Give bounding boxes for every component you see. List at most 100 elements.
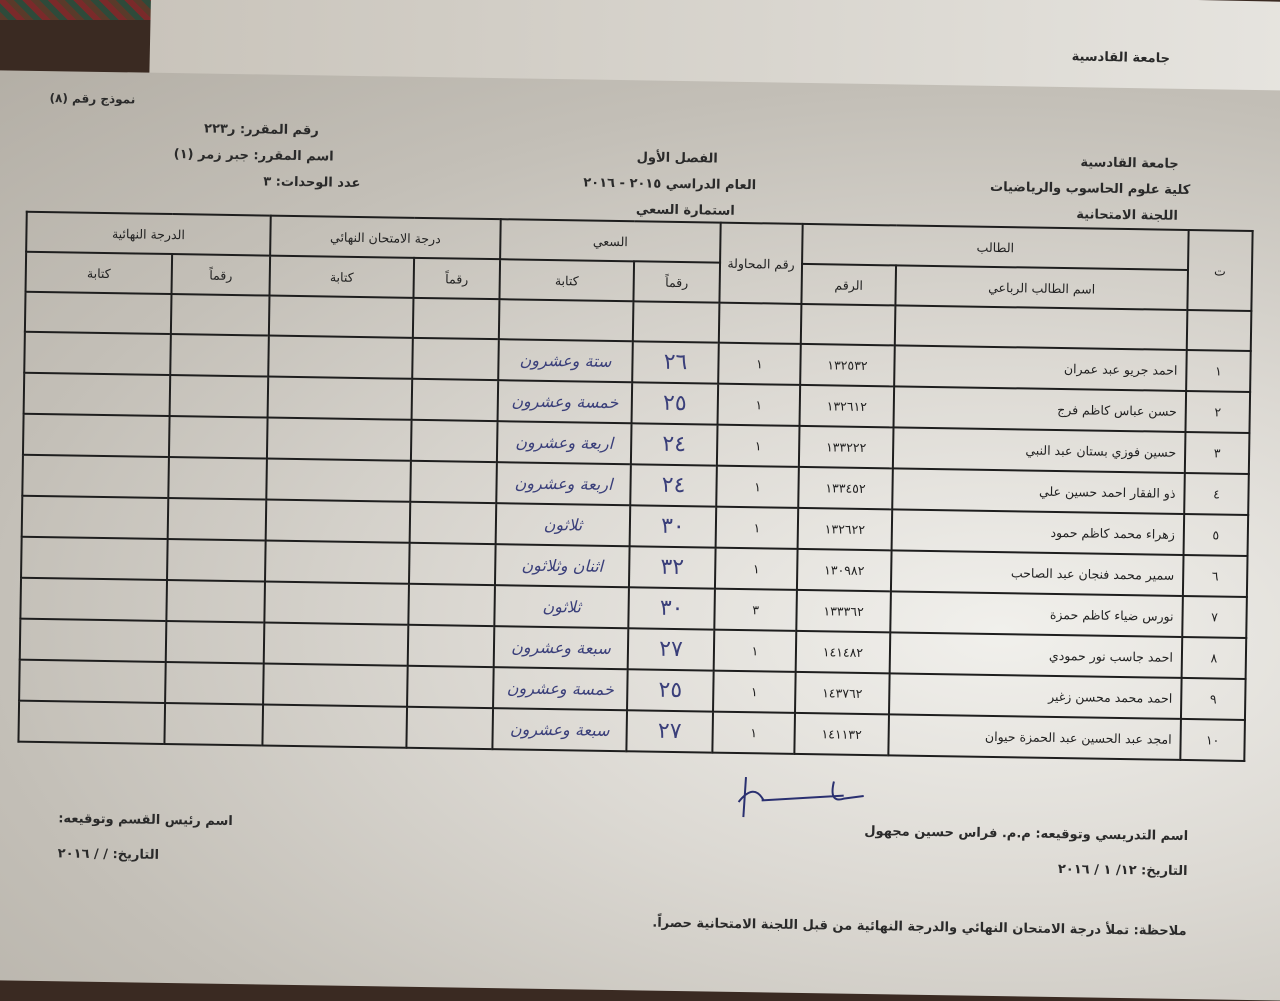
coursework-digits: ٢٦ [632, 341, 719, 384]
semester: الفصل الأول [636, 150, 718, 167]
exam-words [268, 335, 413, 379]
exam-digits [410, 419, 498, 463]
row-seq: ٥ [1183, 513, 1249, 556]
instructor-name: اسم التدريسي وتوقيعه: م.م. فراس حسين مجه… [864, 823, 1189, 845]
committee-name: اللجنة الامتحانية [1076, 207, 1178, 224]
coursework-form: نموذج رقم (٨) رقم المقرر: ر٢٢٣ اسم المقر… [0, 70, 1280, 1001]
final-digits [165, 620, 265, 664]
back-sheet-university: جامعة القادسية [1071, 49, 1171, 67]
row-seq: ٩ [1180, 677, 1246, 720]
student-name: ذو الفقار احمد حسين علي [892, 468, 1185, 514]
final-words [20, 577, 168, 621]
coursework-digits: ٢٥ [631, 382, 719, 425]
final-digits [168, 457, 267, 500]
coursework-digits: ٢٥ [627, 669, 714, 712]
coursework-words: خمسة وعشرون [497, 380, 633, 424]
exam-words [266, 417, 412, 461]
final-words [19, 618, 167, 662]
coursework-words: اربعة وعشرون [496, 421, 632, 465]
row-seq: ٦ [1182, 554, 1248, 597]
form-number: نموذج رقم (٨) [49, 91, 136, 107]
col-full-name: اسم الطالب الرباعي [895, 265, 1189, 310]
academic-year: العام الدراسي ٢٠١٥ - ٢٠١٦ [583, 175, 757, 194]
student-id: ١٣٣٣٦٢ [796, 589, 891, 633]
col-seq: ت [1187, 230, 1253, 311]
form-title: استمارة السعي [635, 202, 735, 219]
attempt-number: ١ [714, 547, 798, 590]
attempt-number: ٣ [714, 588, 797, 631]
final-digits [167, 498, 267, 541]
student-id: ١٣٢٥٣٢ [800, 343, 895, 387]
attempt-number: ١ [713, 629, 797, 672]
exam-words [263, 622, 409, 666]
student-id: ١٤١١٣٢ [794, 712, 889, 756]
coursework-words: خمسة وعشرون [493, 667, 628, 711]
student-id: ١٣٢٦٢٢ [797, 507, 893, 551]
course-number: رقم المقرر: ر٢٢٣ [203, 121, 319, 139]
exam-digits [406, 706, 494, 750]
exam-words [265, 499, 411, 543]
final-digits [166, 580, 266, 623]
coursework-digits: ٣٠ [629, 505, 717, 548]
exam-digits [412, 337, 499, 381]
exam-words [262, 704, 408, 748]
student-name: احمد جاسب نور حمودي [889, 632, 1183, 678]
course-name: اسم المقرر: جبر زمر (١) [173, 147, 334, 165]
student-name: حسن عباس كاظم فرج [893, 386, 1187, 432]
exam-digits [410, 460, 497, 504]
student-id: ١٤١٤٨٢ [795, 630, 891, 674]
final-words [21, 495, 169, 540]
coursework-digits: ٢٤ [630, 423, 718, 466]
coursework-words: ثلاثون [494, 585, 629, 629]
coursework-words: ثلاثون [495, 503, 631, 547]
exam-digits [407, 665, 494, 709]
student-id: ١٣٣٢٢٢ [798, 425, 894, 469]
student-name: سمير محمد فنجان عبد الصاحب [890, 550, 1184, 596]
col-attempt: رقم المحاولة [719, 222, 803, 304]
final-digits [164, 702, 264, 746]
head-date: التاريخ: / / ٢٠١٦ [57, 846, 160, 863]
final-words [24, 331, 171, 376]
col-student: الطالب [802, 223, 1189, 270]
row-seq: ١٠ [1180, 718, 1245, 761]
attempt-number: ١ [715, 506, 799, 549]
col-final-words: كتابة [25, 251, 173, 295]
attempt-number: ١ [713, 670, 796, 713]
exam-words [266, 458, 411, 502]
instructor-signature [737, 777, 864, 818]
coursework-digits: ٢٤ [630, 464, 717, 507]
coursework-words: سبعة وعشرون [493, 626, 629, 670]
final-digits [165, 661, 264, 705]
student-name: احمد محمد محسن زغير [888, 673, 1182, 719]
coursework-words: سبعة وعشرون [492, 708, 628, 752]
attempt-number: ١ [717, 383, 801, 426]
instructor-date: التاريخ: ١٢/ ١ / ٢٠١٦ [1057, 862, 1188, 880]
exam-digits [408, 542, 496, 586]
attempt-number: ١ [712, 711, 796, 754]
final-words [18, 700, 166, 744]
coursework-digits: ٢٧ [626, 710, 714, 753]
col-final-exam: درجة الامتحان النهائي [270, 215, 501, 260]
exam-digits [407, 624, 495, 668]
row-seq: ٢ [1185, 390, 1251, 433]
col-cw-words: كتابة [499, 259, 635, 302]
final-words [22, 454, 169, 499]
attempt-number: ١ [718, 342, 801, 385]
student-id: ١٤٣٧٦٢ [795, 671, 890, 715]
university-name: جامعة القادسية [1080, 155, 1179, 172]
final-digits [167, 539, 266, 582]
exam-words [267, 376, 413, 420]
grades-table: ت الطالب رقم المحاولة السعي درجة الامتحا… [17, 211, 1253, 762]
course-units: عدد الوحدات: ٣ [263, 174, 361, 191]
student-name: حسين فوزي بستان عبد النبي [892, 427, 1186, 473]
coursework-digits: ٣٢ [628, 546, 716, 589]
row-seq: ٧ [1182, 595, 1247, 638]
final-digits [170, 334, 269, 377]
final-words [23, 372, 171, 417]
exam-words [265, 540, 410, 584]
head-of-department: اسم رئيس القسم وتوقيعه: [58, 811, 233, 830]
row-seq: ٨ [1181, 636, 1247, 679]
student-id: ١٣٣٤٥٢ [798, 466, 893, 510]
attempt-number: ١ [716, 465, 799, 508]
col-cw-digits: رقماً [633, 261, 721, 303]
